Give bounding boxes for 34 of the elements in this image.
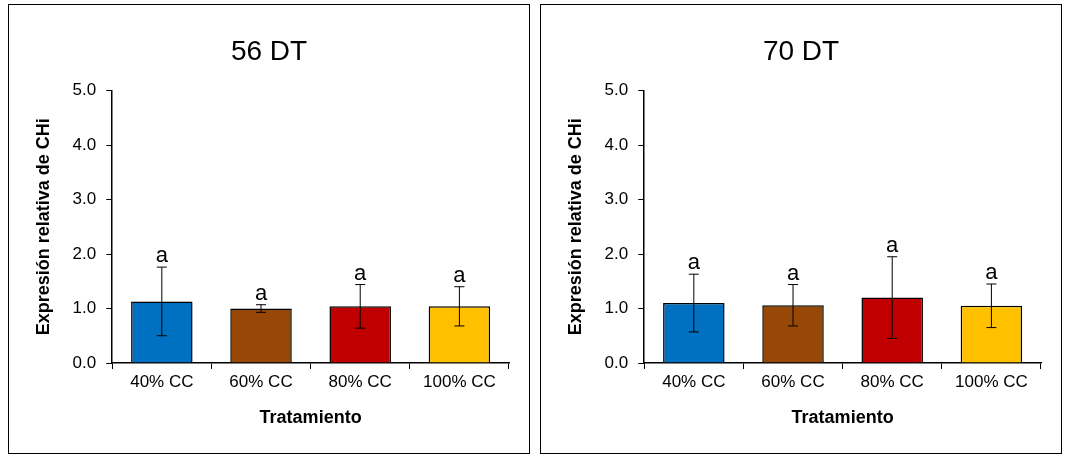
y-tick-label: 4.0 xyxy=(72,134,97,154)
y-tick-label: 2.0 xyxy=(604,243,629,263)
y-tick-label: 3.0 xyxy=(72,189,97,209)
x-tick-label: 40% CC xyxy=(662,371,726,391)
annotation: a xyxy=(453,261,467,287)
y-tick-label: 0.0 xyxy=(604,352,629,372)
y-tick-label: 4.0 xyxy=(604,134,629,154)
y-tick-label: 3.0 xyxy=(604,189,629,209)
y-axis-title: Expresión relativa de CHi xyxy=(32,118,53,336)
chart-title: 70 DT xyxy=(762,34,840,66)
y-tick-label: 1.0 xyxy=(604,298,629,318)
y-tick-label: 5.0 xyxy=(604,80,629,100)
y-tick-label: 5.0 xyxy=(72,80,97,100)
annotation: a xyxy=(886,231,900,257)
chart-title: 56 DT xyxy=(230,34,308,66)
x-axis-title: Tratamiento xyxy=(791,407,894,428)
x-tick-label: 100% CC xyxy=(423,371,496,391)
x-tick-label: 60% CC xyxy=(761,371,825,391)
annotation: a xyxy=(687,249,701,275)
x-tick-label: 80% CC xyxy=(328,371,392,391)
annotation: a xyxy=(354,259,368,285)
annotation: a xyxy=(985,259,999,284)
y-tick-label: 2.0 xyxy=(72,243,97,263)
y-tick-label: 0.0 xyxy=(72,352,97,372)
annotation: a xyxy=(786,259,800,285)
annotation: a xyxy=(254,279,268,305)
annotation: a xyxy=(155,242,169,268)
x-axis-title: Tratamiento xyxy=(259,407,362,428)
x-tick-label: 40% CC xyxy=(130,371,194,391)
y-tick-label: 1.0 xyxy=(72,298,97,318)
y-axis-title: Expresión relativa de CHi xyxy=(564,118,585,336)
x-tick-label: 80% CC xyxy=(860,371,924,391)
x-tick-label: 60% CC xyxy=(229,371,293,391)
x-tick-label: 100% CC xyxy=(955,371,1028,391)
